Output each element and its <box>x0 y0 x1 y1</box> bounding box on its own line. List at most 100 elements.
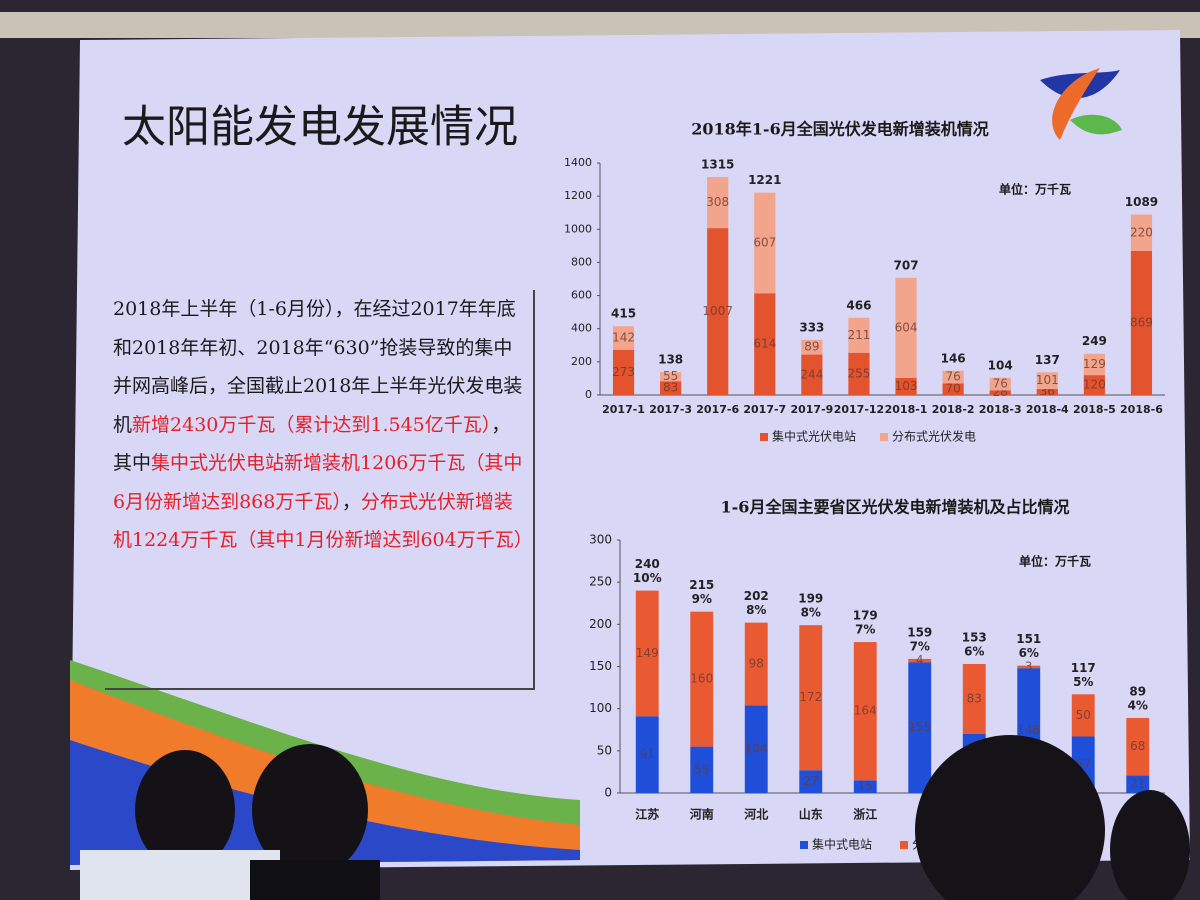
total-label: 138 <box>658 353 683 367</box>
y-tick-label: 600 <box>571 289 592 302</box>
bar-segment <box>853 642 877 781</box>
bar-segment <box>1071 694 1095 737</box>
total-label: 466 <box>846 298 871 312</box>
x-tick-label: 山东 <box>799 807 823 822</box>
x-tick-label: 江苏 <box>635 807 659 822</box>
total-label: 159 <box>907 625 932 639</box>
y-tick-label: 200 <box>589 617 612 631</box>
legend-label: 集中式光伏电站 <box>772 429 856 444</box>
segment-label: 89 <box>804 340 819 354</box>
total-label: 137 <box>1035 353 1060 367</box>
segment-label: 50 <box>1076 708 1091 722</box>
total-label: 202 <box>744 589 769 603</box>
total-label: 199 <box>798 592 823 606</box>
audience-head <box>1110 790 1190 900</box>
unit-label: 单位：万千瓦 <box>999 182 1071 197</box>
bar-segment <box>1126 717 1150 776</box>
bar-segment <box>635 716 659 793</box>
slide-title: 太阳能发电发展情况 <box>122 102 518 153</box>
total-label: 333 <box>799 320 824 334</box>
bar-segment <box>942 370 964 384</box>
segment-label: 120 <box>1083 378 1106 392</box>
total-label: 215 <box>689 578 714 592</box>
bar-segment <box>612 349 635 395</box>
x-tick-label: 2018-4 <box>1026 403 1069 416</box>
bar-segment <box>660 372 682 382</box>
segment-label: 70 <box>945 382 960 396</box>
text-segment: ， <box>341 490 361 513</box>
legend-label: 集中式电站 <box>812 837 872 852</box>
y-tick-label: 1200 <box>564 189 592 202</box>
segment-label: 614 <box>753 337 776 351</box>
segment-label: 83 <box>967 691 982 705</box>
x-tick-label: 2017-1 <box>602 403 645 416</box>
unit-label: 单位：万千瓦 <box>1019 554 1091 569</box>
bar-segment <box>1130 214 1153 251</box>
legend-swatch <box>900 841 908 849</box>
segment-label: 149 <box>636 646 659 660</box>
segment-label: 220 <box>1130 225 1153 239</box>
segment-label: 15 <box>858 779 873 793</box>
segment-label: 255 <box>848 366 871 380</box>
bar-segment <box>799 770 823 793</box>
segment-label: 607 <box>753 235 776 249</box>
total-label: 89 <box>1129 684 1146 698</box>
segment-label: 21 <box>1130 777 1145 791</box>
share-label: 6% <box>1019 646 1039 660</box>
audience-body <box>250 860 380 900</box>
segment-label: 308 <box>706 195 729 209</box>
audience-shirt <box>80 850 280 900</box>
bar-segment <box>660 381 682 395</box>
y-tick-label: 50 <box>597 743 612 757</box>
bar-segment <box>895 277 917 378</box>
segment-label: 101 <box>1036 373 1059 387</box>
share-label: 7% <box>910 639 930 653</box>
x-tick-label: 河北 <box>743 807 768 822</box>
segment-label: 91 <box>640 747 655 761</box>
bar-segment <box>744 622 768 706</box>
chart-title: 2018年1-6月全国光伏发电新增装机情况 <box>691 120 988 139</box>
segment-label: 211 <box>848 328 871 342</box>
x-tick-label: 2018-2 <box>932 403 975 416</box>
x-tick-label: 2018-1 <box>885 403 928 416</box>
text-segment: 新增2430万千瓦（累计达到1.545亿千瓦） <box>132 413 492 436</box>
legend-swatch <box>760 433 768 441</box>
segment-label: 604 <box>895 320 918 334</box>
share-label: 9% <box>692 592 712 606</box>
bar-segment <box>1083 353 1105 376</box>
bar-segment <box>853 780 877 793</box>
bar-segment <box>707 228 729 395</box>
total-label: 146 <box>941 351 966 365</box>
share-label: 7% <box>855 623 875 637</box>
y-tick-label: 300 <box>589 533 612 547</box>
segment-label: 129 <box>1083 357 1106 371</box>
segment-label: 164 <box>854 704 877 718</box>
total-label: 117 <box>1071 661 1096 675</box>
segment-label: 83 <box>663 381 678 395</box>
segment-label: 3 <box>1025 659 1033 673</box>
segment-label: 27 <box>803 774 818 788</box>
total-label: 1221 <box>748 173 781 187</box>
segment-label: 172 <box>799 690 822 704</box>
segment-label: 155 <box>908 720 931 734</box>
total-label: 707 <box>894 258 919 272</box>
bar-segment <box>754 192 776 294</box>
total-label: 153 <box>962 630 987 644</box>
logo-green <box>1070 114 1122 135</box>
x-tick-label: 2017-12 <box>834 403 885 416</box>
y-tick-label: 800 <box>571 255 592 268</box>
share-label: 4% <box>1128 698 1148 712</box>
text-segment: 分布式光伏新增装机1224万千瓦（其中1月份新增达到604万千瓦） <box>113 490 533 552</box>
bar-segment <box>908 658 932 663</box>
share-label: 8% <box>801 606 821 620</box>
segment-label: 244 <box>800 367 823 381</box>
chart-title: 1-6月全国主要省区光伏发电新增装机及占比情况 <box>721 498 1070 517</box>
total-label: 1315 <box>701 158 734 172</box>
segment-label: 55 <box>663 369 678 383</box>
x-tick-label: 2017-3 <box>649 403 692 416</box>
x-tick-label: 2018-6 <box>1120 403 1163 416</box>
y-tick-label: 150 <box>589 659 612 673</box>
y-tick-label: 1400 <box>564 156 592 169</box>
segment-label: 55 <box>694 762 709 776</box>
